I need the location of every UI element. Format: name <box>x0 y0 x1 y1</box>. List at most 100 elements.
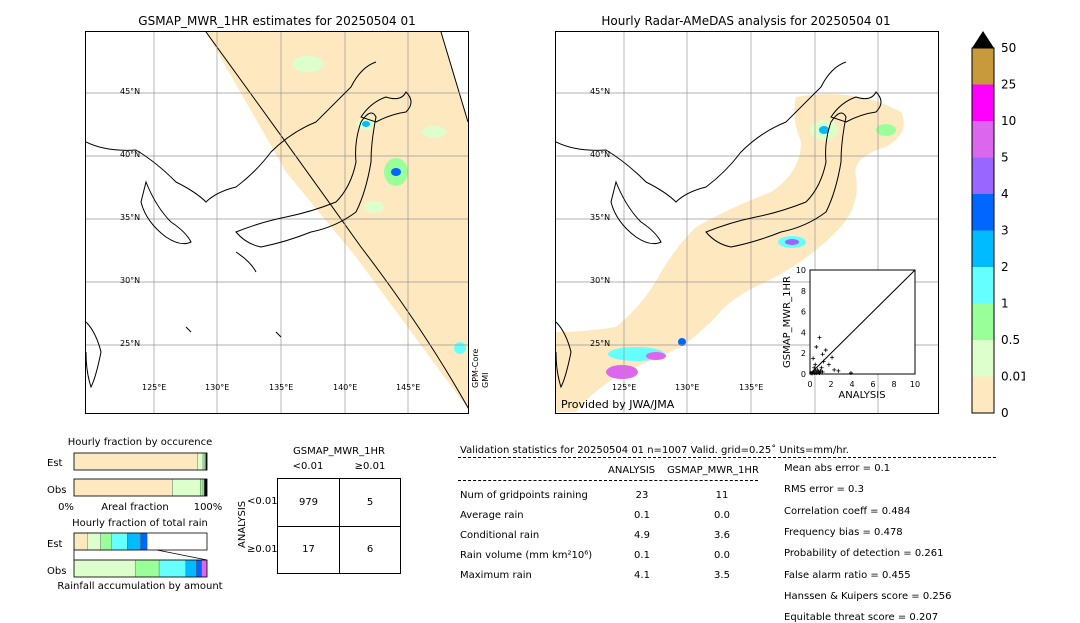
bar-outline <box>73 452 208 471</box>
bar-outline <box>73 532 208 551</box>
lon-label: 130°E <box>675 383 699 392</box>
rain-area <box>606 365 638 379</box>
occurrence-title: Hourly fraction by occurence <box>67 437 213 448</box>
sensor-label-1: GPM-Core <box>471 348 480 388</box>
left-map-canvas: 45°N 40°N 35°N 30°N 25°N 125°E 130°E 135… <box>86 32 468 413</box>
rain-area <box>876 124 896 136</box>
scatter-point <box>820 369 825 374</box>
colorbar: 50 25 10 5 4 3 2 1 0.5 0.01 0 <box>971 31 1025 420</box>
lon-label: 135°E <box>269 383 293 392</box>
colorbar-extend-arrow <box>972 31 994 48</box>
scatter-xtick: 4 <box>849 380 854 389</box>
bar-segment <box>185 559 197 578</box>
validation-header: Validation statistics for 20250504 01 n=… <box>460 445 849 456</box>
scatter-xtick: 8 <box>891 380 896 389</box>
rain-area <box>364 201 384 213</box>
bar-segment <box>158 559 186 578</box>
bar-segment <box>202 452 206 471</box>
score-row: RMS error = 0.3 <box>784 484 864 496</box>
right-map-title: Hourly Radar-AMeDAS analysis for 2025050… <box>601 14 891 28</box>
scatter-point <box>813 368 818 373</box>
contingency-cell: 5 <box>366 497 374 508</box>
scatter-point <box>817 335 822 340</box>
scatter-point <box>819 365 824 370</box>
score-row: Hanssen & Kuipers score = 0.256 <box>784 590 952 602</box>
occurrence-chart: Est Obs 0% Areal fraction 100% <box>47 452 223 513</box>
lon-label: 125°E <box>612 383 636 392</box>
colorbar-outline <box>971 47 995 414</box>
left-map: 45°N 40°N 35°N 30°N 25°N 125°E 130°E 135… <box>85 31 469 414</box>
lat-label: 25°N <box>590 339 610 348</box>
colorbar-label: 0 <box>1001 406 1009 420</box>
validation-row-analysis: 4.1 <box>634 570 650 581</box>
validation-row-label: Num of gridpoints raining <box>460 490 588 501</box>
scatter-point <box>830 355 835 360</box>
colorbar-label: 1 <box>1001 297 1009 311</box>
sensor-label-2: GMI <box>481 372 490 388</box>
lat-label: 35°N <box>120 213 140 222</box>
validation-row-gsmap: 11 <box>715 490 729 501</box>
colorbar-label: 5 <box>1001 151 1009 165</box>
lon-label: 135°E <box>739 383 763 392</box>
validation-row-analysis: 23 <box>635 490 649 501</box>
total-rain-title: Hourly fraction of total rain <box>72 518 208 529</box>
scatter-ytick: 4 <box>801 328 806 337</box>
colorbar-cell <box>972 121 994 158</box>
contingency-title: GSMAP_MWR_1HR <box>293 446 385 457</box>
scatter-ytick: 6 <box>801 308 806 317</box>
lat-label: 45°N <box>590 87 610 96</box>
tick-label: 100% <box>194 502 223 513</box>
one-to-one-line <box>809 269 916 375</box>
scatter-point <box>813 362 818 367</box>
colorbar-cell <box>972 194 994 231</box>
scatter-point <box>815 367 820 372</box>
colorbar-label: 3 <box>1001 224 1009 238</box>
occurrence-xlabel: Areal fraction <box>101 502 168 513</box>
colorbar-label: 50 <box>1001 41 1016 55</box>
category-label: Obs <box>47 566 66 577</box>
rain-core <box>646 352 666 360</box>
scatter-point <box>823 348 828 353</box>
lat-label: 30°N <box>590 276 610 285</box>
scatter-point <box>848 370 853 375</box>
score-row: Correlation coeff = 0.484 <box>784 505 911 517</box>
score-row: Probability of detection = 0.261 <box>784 548 944 560</box>
total-rain-chart: Est Obs Rainfall accumulation by amount <box>47 532 223 592</box>
validation-row-label: Maximum rain <box>460 570 532 581</box>
bar-segment <box>111 532 128 551</box>
validation-row-gsmap: 0.0 <box>714 550 730 561</box>
bar-segment <box>73 478 173 497</box>
swath-edge-west <box>205 32 468 409</box>
colorbar-cell <box>972 230 994 267</box>
colorbar-cell <box>972 157 994 194</box>
scatter-point <box>812 365 817 370</box>
radar-coverage <box>556 94 904 412</box>
colorbar-cell <box>972 267 994 304</box>
scatter-point <box>832 367 837 372</box>
scatter-point <box>818 368 823 373</box>
scatter-xtick: 6 <box>870 380 875 389</box>
score-row: Equitable threat score = 0.207 <box>784 612 939 623</box>
lon-label: 145°E <box>396 383 420 392</box>
colorbar-label: 25 <box>1001 78 1016 92</box>
scatter-point <box>820 352 825 357</box>
bar-segment <box>140 532 148 551</box>
bar-segment <box>196 559 202 578</box>
validation-row-label: Average rain <box>460 510 524 521</box>
bar-segment <box>87 532 101 551</box>
scatter-xtick: 0 <box>807 380 812 389</box>
contingency-cell: 17 <box>302 544 315 555</box>
contingency-row-label: ≥0.01 <box>247 544 278 555</box>
lat-label: 25°N <box>120 339 140 348</box>
rain-area <box>292 56 324 72</box>
scatter-xtick: 2 <box>828 380 833 389</box>
bar-segment <box>201 559 208 578</box>
bar-segment <box>126 532 141 551</box>
lat-label: 40°N <box>120 150 140 159</box>
colorbar-label: 2 <box>1001 260 1009 274</box>
contingency-col-label: ≥0.01 <box>354 461 386 472</box>
scatter-point <box>836 368 841 373</box>
validation-row-gsmap: 3.6 <box>714 530 730 541</box>
validation-col-analysis: ANALYSIS <box>608 465 656 476</box>
scatter-ytick: 0 <box>801 370 806 379</box>
